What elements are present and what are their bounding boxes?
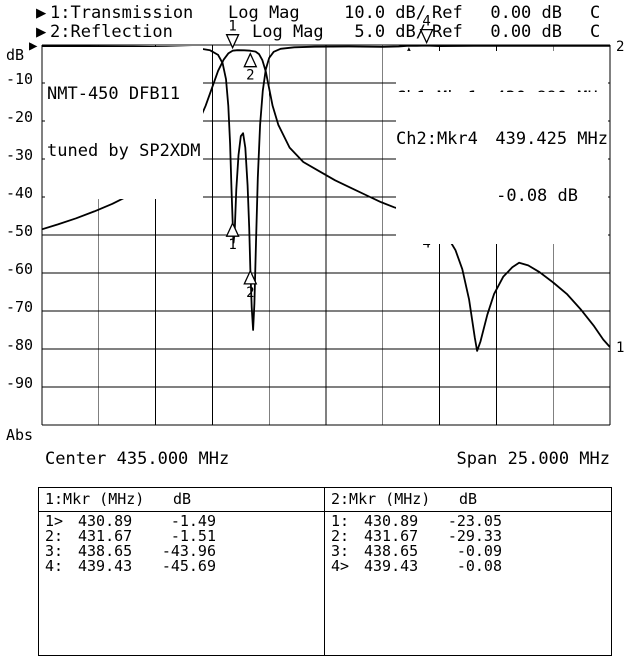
ch2-active-icon: ▶ — [36, 22, 47, 42]
marker-number-label: 2 — [246, 68, 254, 84]
marker-frequency: 438.65 — [78, 542, 133, 560]
ch2-table-unit: dB — [459, 490, 478, 508]
y-axis-tick: -60 — [6, 260, 34, 278]
marker-level: -0.08 — [456, 557, 502, 575]
ch2-table-title: 2:Mkr (MHz) — [331, 490, 431, 508]
marker-id: 1> — [45, 512, 64, 530]
y-axis-tick: -40 — [6, 184, 34, 202]
marker-triangle-ch2-4 — [419, 28, 434, 45]
y-axis-tick: -20 — [6, 108, 34, 126]
marker-level: -43.96 — [161, 542, 216, 560]
y-axis-tick: -70 — [6, 298, 34, 316]
marker-table-row: 1: 430.89 -23.05 — [325, 514, 611, 529]
marker-frequency: 439.43 — [364, 557, 419, 575]
marker-id: 2: — [45, 527, 64, 545]
marker-table-row: 2: 431.67 -1.51 — [39, 529, 324, 544]
operator-annotation: NMT-450 DFB11 tuned by SP2XDM — [45, 47, 203, 199]
marker-table-row: 3: 438.65 -0.09 — [325, 544, 611, 559]
ch1-table-title: 1:Mkr (MHz) — [45, 490, 145, 508]
marker-table: 1:Mkr (MHz) dB 1> 430.89 -1.49 2: 431.67 -1.5… — [38, 487, 612, 656]
marker-id: 4> — [331, 557, 350, 575]
ch2-format-label: Log Mag — [252, 22, 324, 42]
marker-table-row: 2: 431.67 -29.33 — [325, 529, 611, 544]
marker-number-label: 1 — [228, 237, 236, 253]
ch2-marker-readout: Ch2:Mkr4 439.425 MHz -0.08 dB — [396, 92, 608, 244]
marker-level: -1.49 — [170, 512, 216, 530]
marker-level: -1.51 — [170, 527, 216, 545]
y-axis-tick: -50 — [6, 222, 34, 240]
ch1-ref-label: Ref — [432, 3, 463, 23]
ch1-trace-label: 1:Transmission — [50, 3, 194, 23]
marker-id: 3: — [45, 542, 64, 560]
y-axis-tick: -90 — [6, 374, 34, 392]
marker-frequency: 431.67 — [364, 527, 419, 545]
trace-end-label: 1 — [616, 340, 624, 356]
y-axis-tick: -80 — [6, 336, 34, 354]
ch1-active-icon: ▶ — [36, 3, 47, 23]
marker-frequency: 431.67 — [78, 527, 133, 545]
marker-number-label: 2 — [246, 285, 254, 301]
ch1-table-unit: dB — [173, 490, 192, 508]
y-axis-tick: -10 — [6, 70, 34, 88]
y-axis-unit-label: dB — [6, 46, 25, 64]
marker-table-ch1-header: 1:Mkr (MHz) dB — [39, 488, 324, 512]
span-label: Span 25.000 MHz — [456, 449, 610, 469]
ch2-ref-value: 0.00 dB — [490, 22, 562, 42]
ch2-ref-label: Ref — [432, 22, 463, 42]
y-axis-tick: -30 — [6, 146, 34, 164]
marker-frequency: 430.89 — [78, 512, 133, 530]
ch2-cal-badge: C — [590, 22, 601, 42]
marker-table-row: 3: 438.65 -43.96 — [39, 544, 324, 559]
marker-table-ch2: 2:Mkr (MHz) dB 1: 430.89 -23.05 2: 431.67 -29… — [325, 488, 611, 655]
marker-id: 4: — [45, 557, 64, 575]
marker-table-row: 4> 439.43 -0.08 — [325, 559, 611, 574]
marker-frequency: 430.89 — [364, 512, 419, 530]
marker-frequency: 438.65 — [364, 542, 419, 560]
marker-table-row: 1> 430.89 -1.49 — [39, 514, 324, 529]
marker-table-ch2-header: 2:Mkr (MHz) dB — [325, 488, 611, 512]
ch2-readout-value: -0.08 dB — [496, 186, 578, 206]
ch2-readout-freq: 439.425 MHz — [495, 129, 608, 149]
marker-triangle-ch1-2 — [243, 52, 258, 68]
marker-table-ch1: 1:Mkr (MHz) dB 1> 430.89 -1.49 2: 431.67 -1.5… — [39, 488, 325, 655]
ch1-format-label: Log Mag — [228, 3, 300, 23]
marker-level: -0.09 — [456, 542, 502, 560]
ch1-ref-value: 0.00 dB — [490, 3, 562, 23]
ch2-trace-label: 2:Reflection — [50, 22, 173, 42]
marker-level: -23.05 — [447, 512, 502, 530]
marker-triangle-ch2-2 — [243, 269, 258, 285]
marker-id: 3: — [331, 542, 350, 560]
marker-table-ch1-rows: 1> 430.89 -1.49 2: 431.67 -1.51 3: 438.65 -43.96… — [39, 512, 324, 574]
marker-id: 2: — [331, 527, 350, 545]
marker-number-label: 1 — [228, 19, 236, 35]
marker-triangle-ch2-1 — [225, 221, 240, 237]
marker-table-row: 4: 439.43 -45.69 — [39, 559, 324, 574]
y-axis-bottom-label: Abs — [6, 426, 34, 444]
marker-level: -29.33 — [447, 527, 502, 545]
ch2-readout-title: Ch2:Mkr4 — [396, 129, 478, 149]
annotation-line1: NMT-450 DFB11 — [47, 84, 181, 104]
ch2-scale-value: 5.0 dB/ — [354, 22, 426, 42]
marker-level: -45.69 — [161, 557, 216, 575]
annotation-line2: tuned by SP2XDM — [47, 141, 201, 161]
trace-end-label: 2 — [616, 39, 624, 55]
ref-level-indicator-icon: ▶ — [29, 38, 38, 54]
center-frequency-label: Center 435.000 MHz — [45, 449, 230, 469]
marker-id: 1: — [331, 512, 350, 530]
marker-table-ch2-rows: 1: 430.89 -23.05 2: 431.67 -29.33 3: 438.65 -0.0… — [325, 512, 611, 574]
marker-triangle-ch1-1 — [225, 34, 240, 50]
ch1-cal-badge: C — [590, 3, 601, 23]
ch1-scale-value: 10.0 dB/ — [344, 3, 426, 23]
marker-number-label: 4 — [422, 14, 430, 30]
marker-frequency: 439.43 — [78, 557, 133, 575]
trace-reflection — [42, 45, 610, 331]
